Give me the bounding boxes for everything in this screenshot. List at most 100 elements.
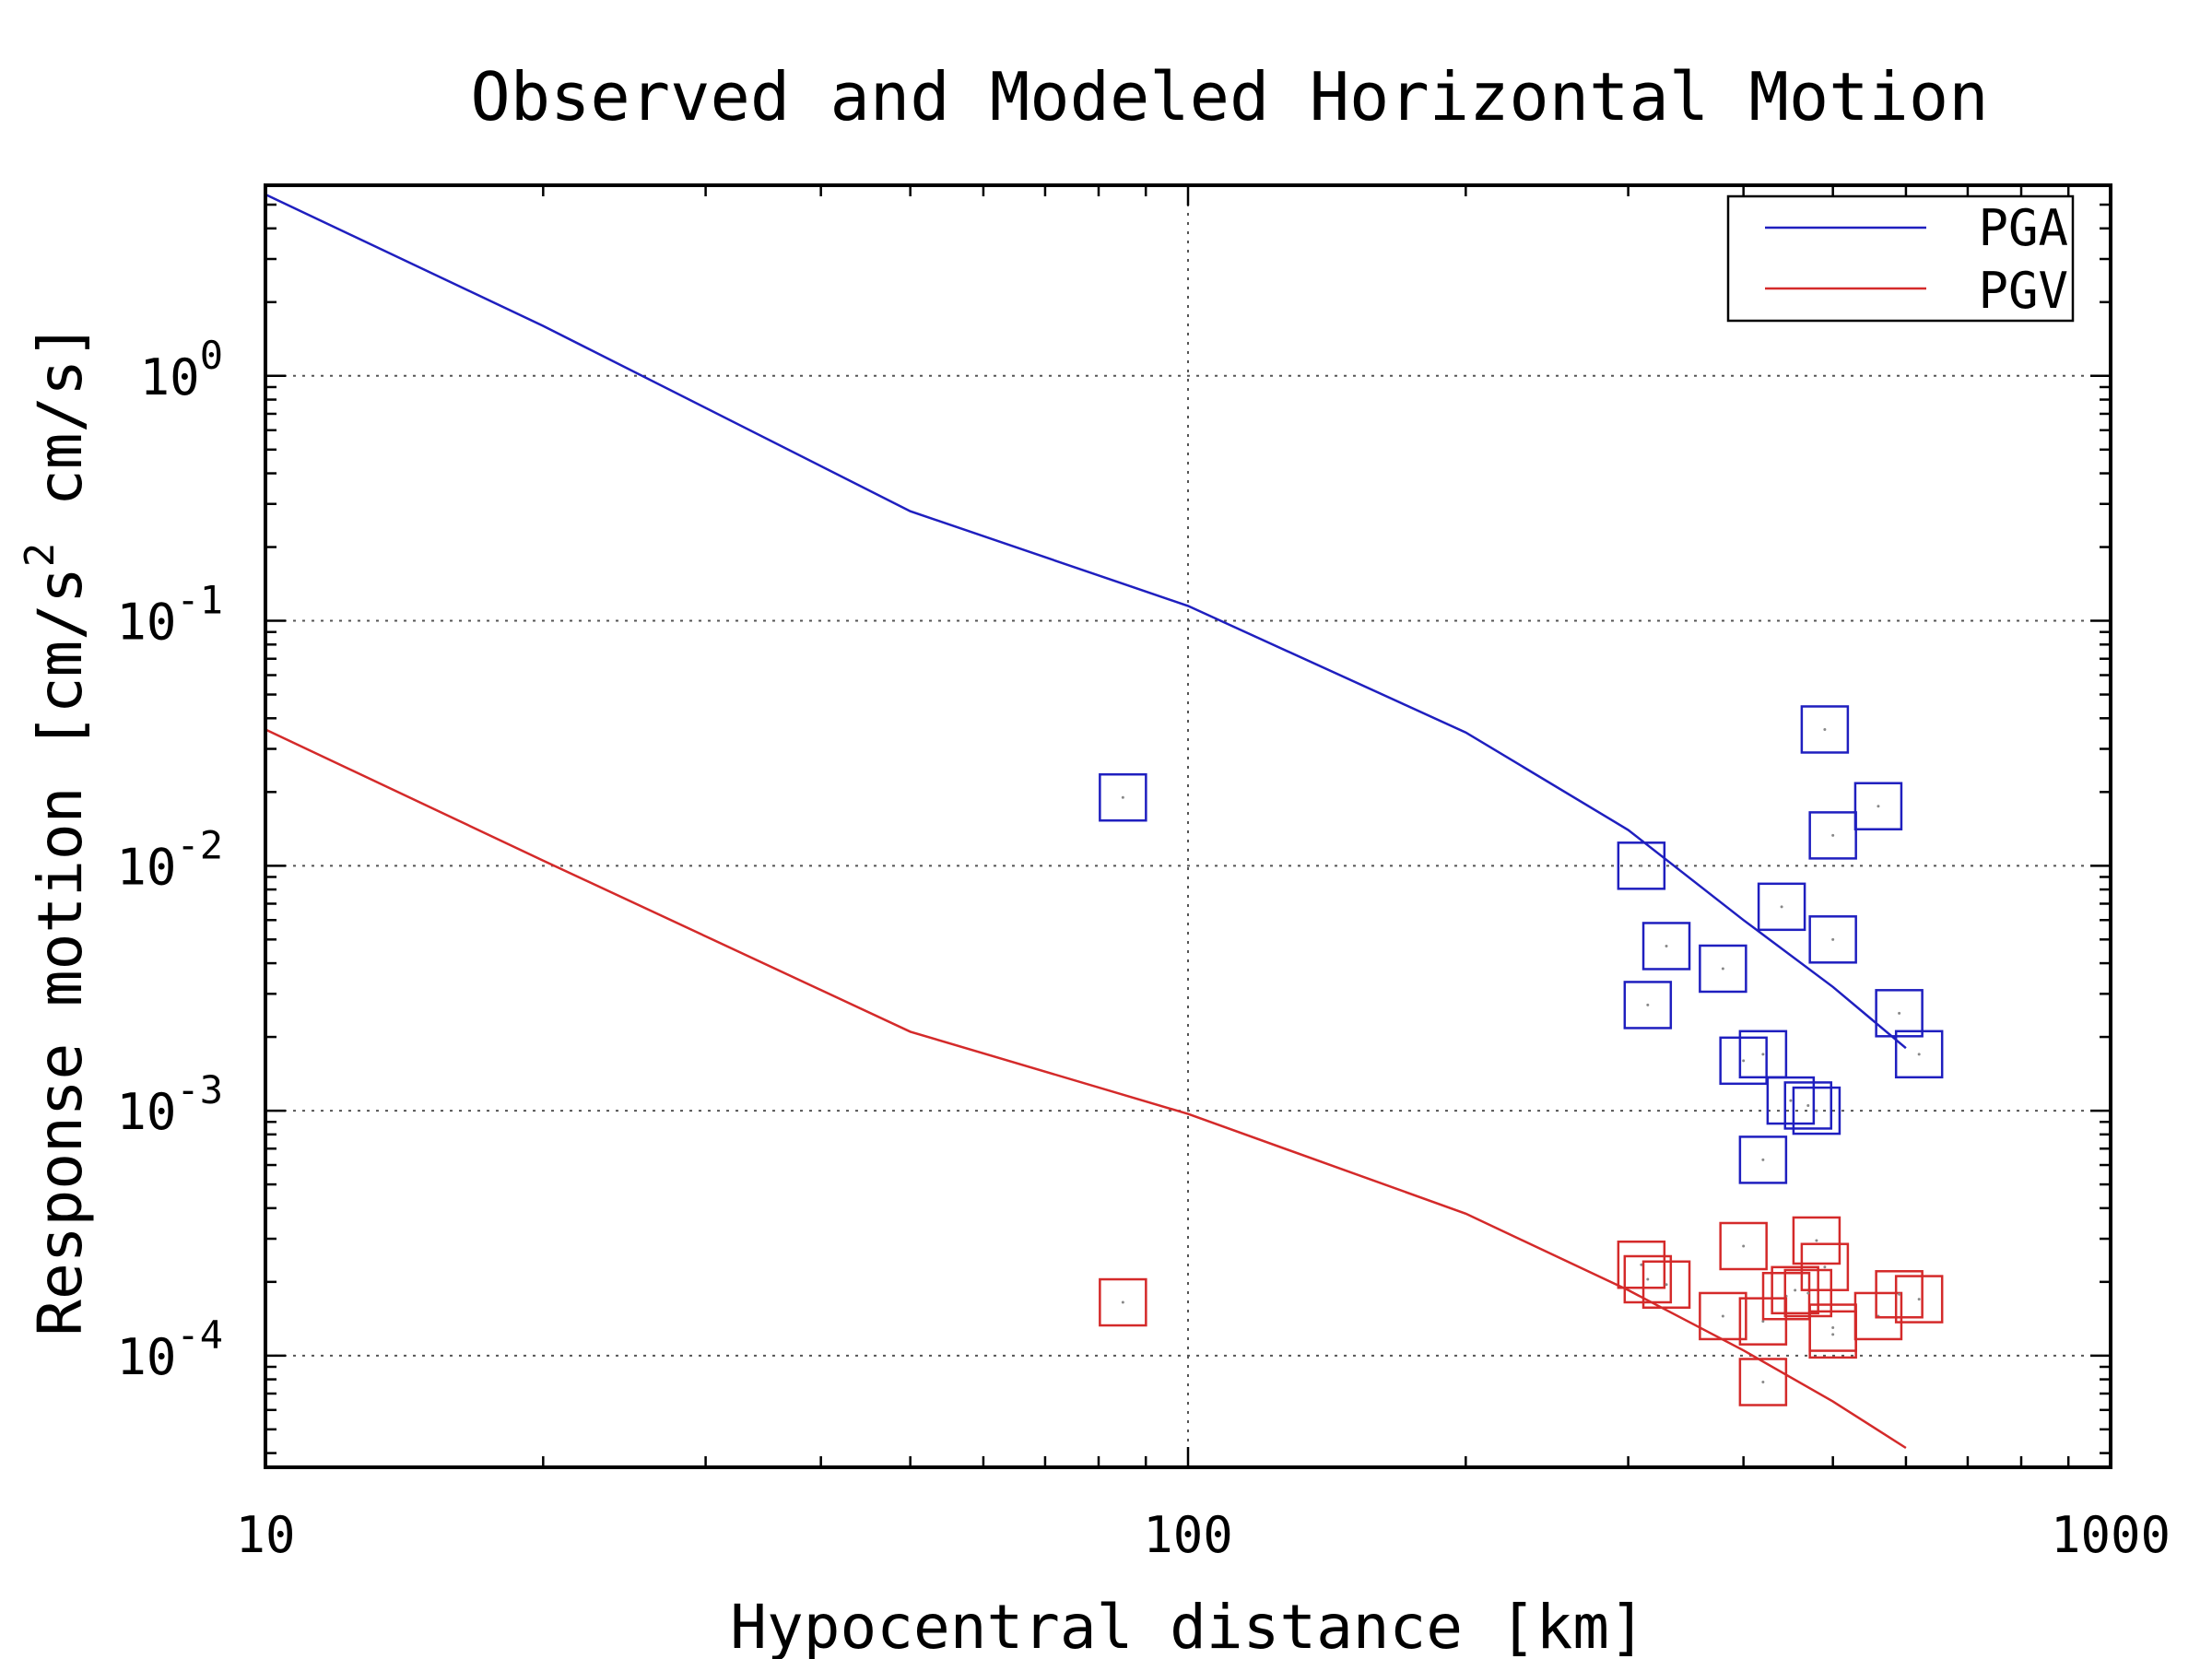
pgv-point-dot — [1761, 1381, 1765, 1384]
y-tick-base: 10 — [116, 594, 176, 652]
pga-observed-point — [1853, 782, 1903, 830]
pga-observed-point — [1808, 811, 1857, 860]
pga-point-dot — [1789, 1099, 1793, 1102]
pgv-point-dot — [1815, 1239, 1818, 1242]
x-tick-label: 100 — [1143, 1506, 1233, 1564]
plot-frame — [264, 183, 2112, 1469]
pgv-point-dot — [1761, 1320, 1765, 1324]
pgv-point-dot — [1640, 1263, 1643, 1266]
pga-observed-point — [1766, 1076, 1816, 1125]
y-tick-base: 10 — [116, 1328, 176, 1386]
pga-observed-point — [1719, 1036, 1768, 1086]
legend-label-pga: PGA — [1978, 199, 2068, 257]
pga-observed-point — [1099, 772, 1147, 822]
pgv-point-dot — [1665, 1283, 1668, 1287]
pga-point-dot — [1831, 833, 1835, 837]
pgv-observed-point — [1894, 1275, 1944, 1324]
pgv-point-dot — [1831, 1333, 1835, 1336]
pga-point-dot — [1877, 805, 1880, 808]
pgv-observed-point — [1099, 1277, 1147, 1327]
pgv-observed-point — [1792, 1216, 1841, 1265]
pga-point-dot — [1780, 905, 1783, 909]
pgv-observed-point — [1738, 1358, 1788, 1406]
pgv-point-dot — [1794, 1288, 1797, 1292]
pga-point-dot — [1761, 1053, 1765, 1056]
pga-observed-point — [1699, 944, 1747, 994]
y-tick-label: 10-4 — [116, 1312, 223, 1386]
pga-observed-point — [1757, 882, 1806, 932]
pga-observed-point — [1792, 1086, 1841, 1135]
pgv-point-dot — [1823, 1265, 1827, 1269]
pga-point-dot — [1831, 937, 1835, 941]
y-tick-base: 10 — [116, 838, 176, 896]
pga-observed-point — [1875, 989, 1924, 1038]
legend-box — [1726, 194, 2075, 323]
y-tick-base: 10 — [116, 1083, 176, 1141]
y-tick-exponent: -2 — [176, 822, 223, 867]
pga-point-dot — [1121, 795, 1124, 799]
pgv-point-dot — [1646, 1277, 1650, 1281]
series-layer — [265, 193, 1944, 1450]
pgv-observed-point — [1719, 1221, 1768, 1271]
pga-observed-point — [1808, 915, 1857, 964]
y-tick-exponent: -1 — [176, 578, 223, 623]
pgv-observed-point — [1617, 1240, 1666, 1289]
pga-observed-point — [1623, 981, 1673, 1030]
pga-point-dot — [1917, 1053, 1921, 1056]
pgv-point-dot — [1121, 1300, 1124, 1304]
pga-point-dot — [1761, 1158, 1765, 1161]
pga-point-dot — [1721, 967, 1724, 971]
legend-label-pgv: PGV — [1978, 262, 2068, 320]
pga-observed-point — [1783, 1081, 1833, 1130]
y-axis-title-rest: cm/s] — [25, 323, 96, 542]
pgv-point-dot — [1917, 1298, 1921, 1301]
y-tick-exponent: -3 — [176, 1067, 223, 1112]
y-tick-exponent: 0 — [200, 333, 223, 378]
pgv-observed-point — [1699, 1291, 1747, 1341]
pga-point-dot — [1806, 1103, 1810, 1107]
x-tick-label: 1000 — [2051, 1506, 2171, 1564]
pgv-observed-point — [1800, 1242, 1850, 1291]
pga-observed-point — [1641, 922, 1691, 971]
pgv-point-dot — [1831, 1326, 1835, 1330]
x-axis-title: Hypocentral distance [km] — [730, 1592, 1645, 1659]
pgv-point-dot — [1806, 1291, 1810, 1295]
y-tick-label: 10-1 — [116, 578, 223, 652]
y-tick-exponent: -4 — [176, 1312, 223, 1358]
pga-observed-point — [1800, 705, 1850, 754]
y-tick-label: 100 — [140, 333, 223, 406]
pgv-observed-point — [1783, 1268, 1833, 1318]
pgv-point-dot — [1721, 1314, 1724, 1318]
x-tick-label: 10 — [235, 1506, 295, 1564]
y-axis-title-main: Response motion [cm/s — [25, 567, 96, 1335]
pga-point-dot — [1665, 944, 1668, 947]
pga-point-dot — [1815, 1109, 1818, 1112]
y-axis-title-sup: 2 — [17, 543, 64, 568]
pgv-point-dot — [1742, 1244, 1746, 1248]
chart-title: Observed and Modeled Horizontal Motion — [470, 58, 1988, 135]
pga-observed-point — [1738, 1030, 1788, 1079]
pga-point-dot — [1640, 864, 1643, 867]
pgv-observed-point — [1641, 1260, 1691, 1310]
pgv-observed-point — [1623, 1254, 1673, 1304]
pgv-point-dot — [1898, 1292, 1901, 1296]
pga-point-dot — [1898, 1011, 1901, 1015]
pgv-observed-point — [1875, 1270, 1924, 1319]
legend: PGA PGV — [1726, 194, 2075, 323]
x-tick-labels: 10 100 1000 — [235, 1506, 2171, 1564]
pga-observed-point — [1617, 841, 1666, 890]
y-tick-label: 10-2 — [116, 822, 223, 896]
pga-observed-point — [1894, 1030, 1944, 1079]
pga-observed-point — [1738, 1135, 1788, 1184]
pga-point-dot — [1823, 727, 1827, 731]
pga-point-dot — [1646, 1003, 1650, 1006]
pgv-model-line — [265, 728, 1907, 1450]
y-tick-label: 10-3 — [116, 1067, 223, 1141]
pgv-observed-point — [1853, 1291, 1903, 1341]
pga-point-dot — [1742, 1059, 1746, 1063]
y-tick-base: 10 — [140, 348, 200, 406]
pga-model-line — [265, 193, 1907, 1050]
